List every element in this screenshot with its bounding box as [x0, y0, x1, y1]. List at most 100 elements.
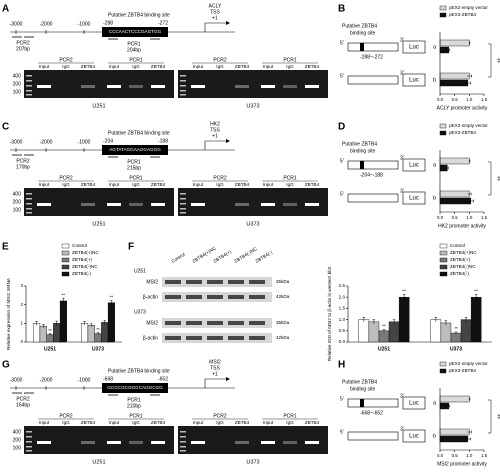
gel-band	[107, 85, 121, 88]
x-tick-label: 1.5	[481, 453, 488, 458]
category-label: U373	[92, 346, 104, 352]
ladder-label: 200	[13, 199, 22, 205]
bar	[450, 332, 462, 343]
cell-label: U251	[92, 103, 105, 109]
blot-band	[207, 280, 223, 284]
gel-band	[107, 441, 121, 444]
blot-band	[207, 336, 223, 340]
x-tick-label: 1.0	[466, 215, 473, 220]
lane-label: IgG	[216, 182, 224, 187]
ladder-band	[26, 80, 32, 82]
x-tick-label: 1.5	[481, 215, 488, 220]
ladder-band	[26, 75, 32, 77]
blot-band	[165, 336, 181, 340]
lane-label: Input	[263, 420, 274, 425]
ladder-band	[180, 446, 186, 448]
scale-label: -3000	[10, 139, 23, 145]
bar	[46, 334, 54, 343]
luc-label: Luc	[409, 196, 419, 202]
bar	[368, 321, 380, 343]
category-label: a	[433, 162, 437, 168]
bar	[107, 302, 116, 343]
legend-swatch	[439, 130, 447, 136]
bar	[388, 321, 400, 343]
site-label: Putative ZBTB4	[342, 23, 377, 29]
lane-label: Input	[109, 420, 120, 425]
ladder-band	[26, 94, 32, 96]
panel-letter: D	[338, 122, 345, 133]
panel-letter: B	[338, 4, 345, 15]
gel-band	[235, 203, 249, 206]
pcr-label: PCR1	[127, 159, 141, 165]
gel-group-label: PCR1	[129, 57, 143, 63]
lane-label: Input	[193, 420, 204, 425]
y-tick-label: 3	[20, 283, 23, 288]
cell-label: U373	[246, 103, 259, 109]
ladder-band	[180, 80, 186, 82]
scale-label: -1000	[78, 139, 91, 145]
blot-band	[228, 280, 244, 284]
tss-label: TSS	[210, 127, 220, 133]
legend-swatch	[61, 264, 70, 270]
legend-label: ZBTB4(+)	[72, 257, 93, 262]
lane-label: IgG	[216, 420, 224, 425]
ladder-band	[180, 90, 186, 92]
sequence: CCCAACTCCCGAGTGG	[109, 29, 162, 34]
blot-band	[249, 280, 265, 284]
lane-label: ZBTB4	[151, 64, 166, 69]
legend-label: Control	[72, 243, 87, 248]
lane-label: ZBTB4	[151, 420, 166, 425]
luc-label: Luc	[409, 45, 419, 51]
gel-band	[283, 203, 297, 206]
scale-label: -3000	[10, 21, 23, 27]
luc-box	[402, 429, 426, 443]
binding-site	[360, 399, 364, 407]
y-axis-label: Relative IOD of MSI2 to β-actin in weste…	[327, 266, 332, 361]
legend-label: ZBTB4(+)NC	[450, 250, 477, 255]
lane-label: ZBTB4	[235, 182, 250, 187]
significance: **	[402, 289, 406, 294]
ladder-band	[26, 212, 32, 214]
bar	[439, 157, 470, 165]
gel-band	[261, 203, 275, 206]
legend-swatch	[439, 250, 448, 256]
x-tick-label: 0.5	[452, 215, 459, 220]
significance: **	[493, 176, 499, 181]
site-label: binding site	[350, 30, 376, 36]
bar	[101, 322, 109, 343]
cell-label: U373	[246, 221, 259, 227]
tss-arrow	[204, 140, 226, 150]
y-tick-label: 0.0	[339, 339, 346, 344]
scale-label: -2000	[40, 139, 53, 145]
gel-band	[107, 203, 121, 206]
bar	[80, 323, 89, 343]
gel-band	[283, 441, 297, 444]
binding-site	[360, 161, 364, 169]
legend-swatch	[439, 12, 447, 18]
scale-label: -1000	[78, 377, 91, 383]
ladder-band	[26, 85, 32, 87]
bar	[439, 402, 450, 410]
promoter-box	[347, 42, 399, 52]
bar	[470, 297, 482, 343]
pcr-label: 210bp	[127, 403, 141, 409]
blot-band	[249, 321, 265, 325]
tss-arrowhead	[226, 21, 230, 25]
y-tick-label: 2	[20, 302, 23, 307]
gel-band	[261, 441, 275, 444]
lane-label: Input	[263, 64, 274, 69]
luc-box	[402, 73, 426, 87]
bar	[439, 164, 448, 172]
cell-label: U251	[92, 459, 105, 465]
x-tick-label: 1.5	[481, 97, 488, 102]
tss-label: +1	[212, 15, 218, 21]
lane-label: ZBTB4	[81, 182, 96, 187]
category-label: a	[433, 44, 437, 50]
bar	[439, 395, 470, 403]
site-label: Putative ZBTB4	[342, 141, 377, 147]
bar	[439, 435, 469, 443]
significance: **	[493, 58, 499, 63]
gel-band	[37, 85, 51, 88]
gel-image	[178, 426, 328, 454]
site-label: Putative ZBTB4 binding site	[108, 12, 170, 18]
